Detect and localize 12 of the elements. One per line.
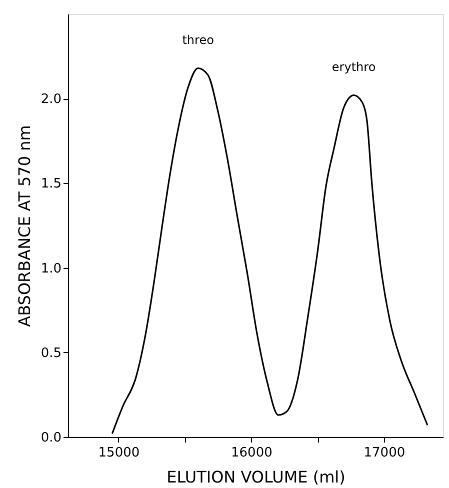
y-tick-label: 1.0 bbox=[40, 261, 62, 276]
x-axis-title: ELUTION VOLUME (ml) bbox=[166, 468, 346, 486]
y-tick-label: 1.5 bbox=[40, 176, 62, 192]
x-tick-label: 15000 bbox=[98, 446, 140, 460]
annotation: erythro bbox=[332, 60, 376, 74]
y-tick-label: 2.0 bbox=[40, 92, 62, 108]
annotation: threo bbox=[182, 33, 214, 48]
x-tick-label: 17000 bbox=[364, 446, 406, 460]
y-axis-title: ABSORBANCE AT 570 nm bbox=[14, 125, 34, 327]
y-tick-label: 0.0 bbox=[40, 430, 62, 446]
y-tick-label: 0.5 bbox=[40, 346, 62, 361]
x-tick-label: 16000 bbox=[231, 446, 272, 460]
